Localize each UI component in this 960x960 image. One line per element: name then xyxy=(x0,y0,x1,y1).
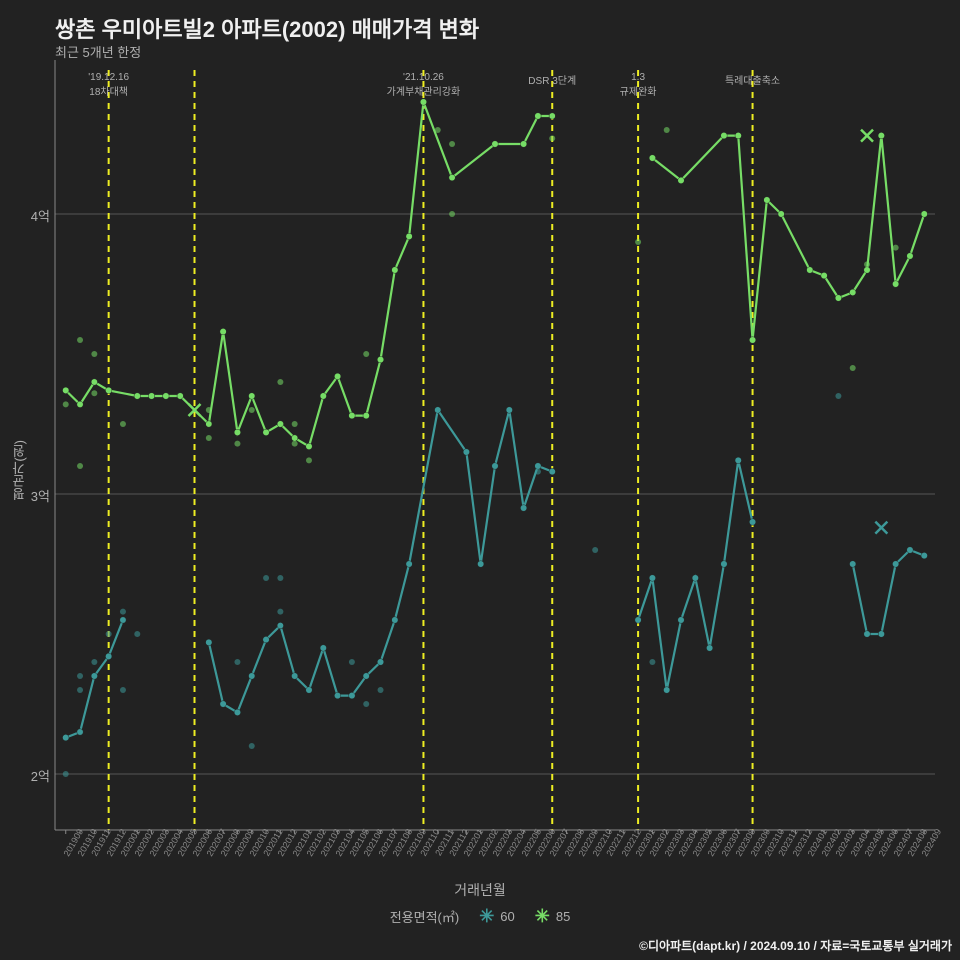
legend-item-85: ✳ 85 xyxy=(535,906,571,927)
chart-svg xyxy=(0,0,960,960)
legend-label-85: 85 xyxy=(556,909,570,924)
y-tick: 4억 xyxy=(31,206,50,225)
legend-item-60: ✳ 60 xyxy=(479,906,515,927)
event-label: 특례대출축소 xyxy=(713,72,793,87)
cross-icon: ✳ xyxy=(535,906,550,927)
cross-icon: ✳ xyxy=(479,906,494,927)
y-tick: 3억 xyxy=(31,486,50,505)
footer-credit: ©디아파트(dapt.kr) / 2024.09.10 / 자료=국토교통부 실… xyxy=(639,937,952,954)
event-label: '21.10.26가계부채관리강화 xyxy=(383,72,463,98)
y-tick: 2억 xyxy=(31,766,50,785)
legend-label-60: 60 xyxy=(500,909,514,924)
event-label: DSR 3단계 xyxy=(512,72,592,87)
legend: 전용면적(㎡) ✳ 60 ✳ 85 xyxy=(390,906,571,927)
event-label: '19.12.1618차대책 xyxy=(69,72,149,98)
legend-title: 전용면적(㎡) xyxy=(390,907,460,926)
event-label: 1.3규제완화 xyxy=(598,72,678,98)
